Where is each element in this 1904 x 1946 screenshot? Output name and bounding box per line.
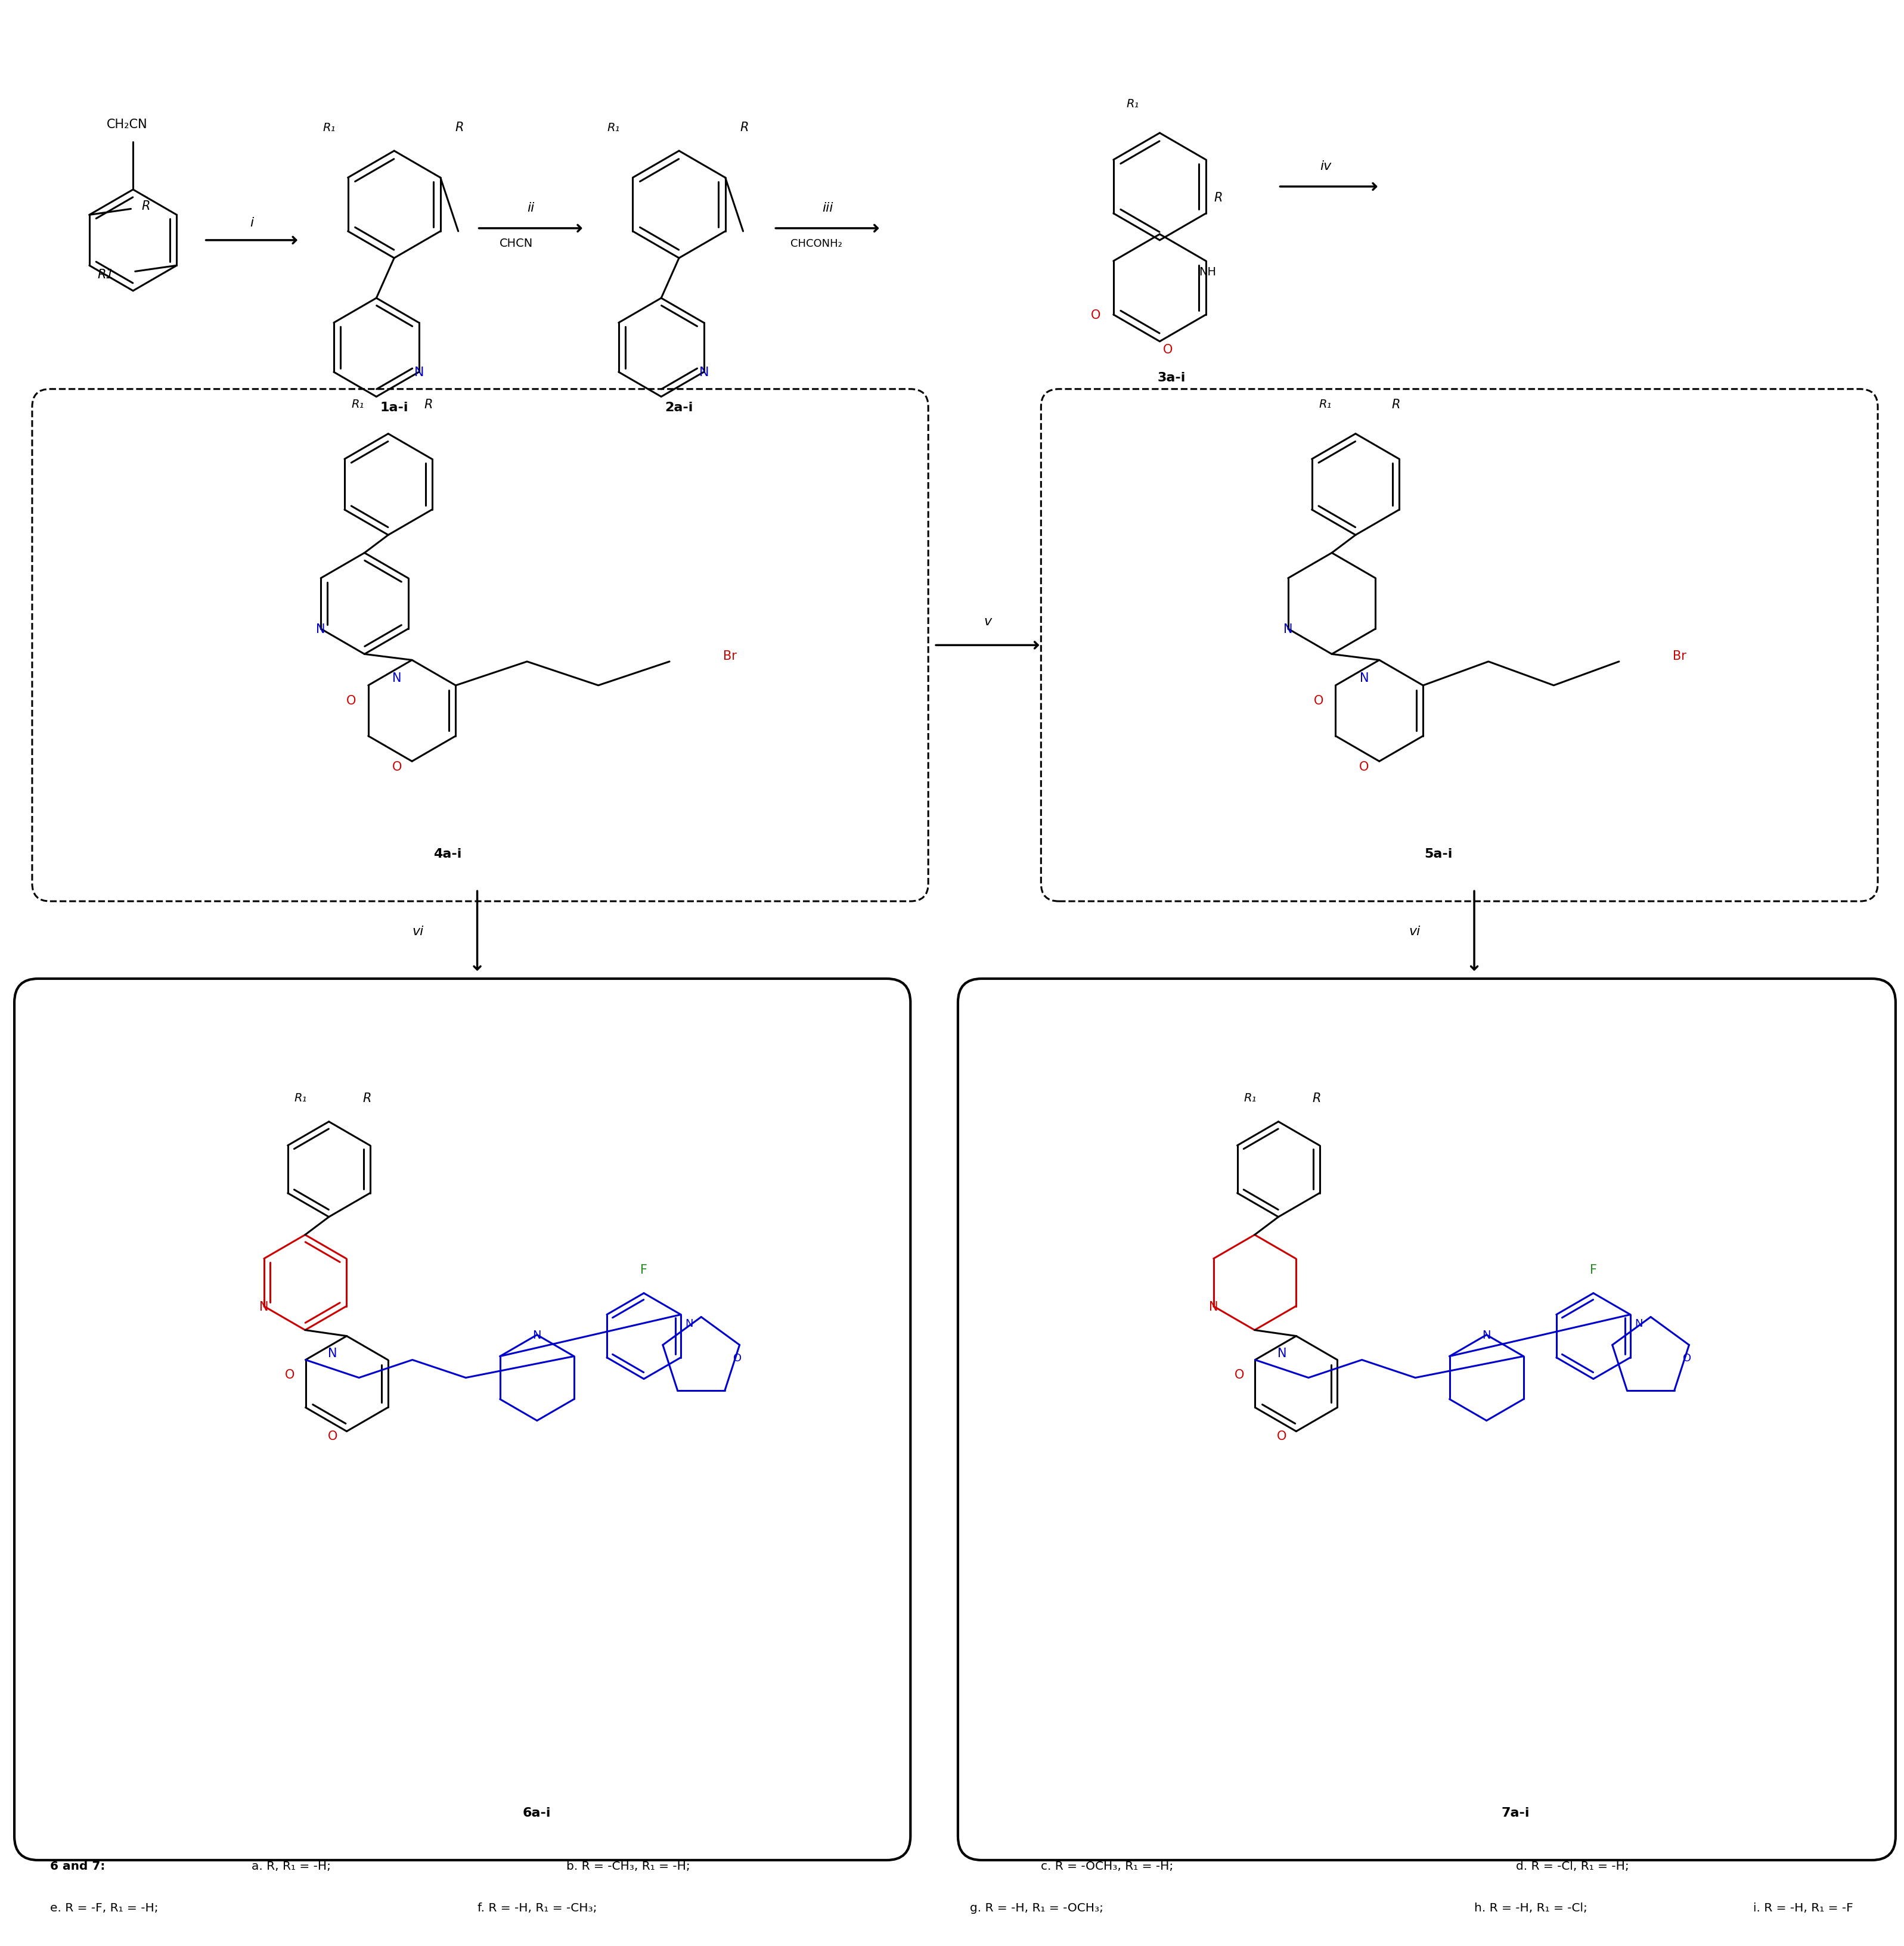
Text: O: O bbox=[392, 761, 402, 773]
Text: h. R = -H, R₁ = -Cl;: h. R = -H, R₁ = -Cl; bbox=[1474, 1901, 1588, 1913]
Text: vi: vi bbox=[1409, 926, 1420, 938]
Text: O: O bbox=[286, 1368, 295, 1380]
Text: d. R = -Cl, R₁ = -H;: d. R = -Cl, R₁ = -H; bbox=[1516, 1860, 1630, 1872]
Text: vi: vi bbox=[411, 926, 423, 938]
Text: N: N bbox=[1481, 1329, 1491, 1341]
Text: N: N bbox=[259, 1300, 268, 1312]
Text: c. R = -OCH₃, R₁ = -H;: c. R = -OCH₃, R₁ = -H; bbox=[1041, 1860, 1173, 1872]
Text: O: O bbox=[1314, 695, 1323, 706]
Text: R₁: R₁ bbox=[1127, 97, 1139, 109]
Text: NH: NH bbox=[1200, 267, 1217, 278]
Text: R₁: R₁ bbox=[1319, 399, 1331, 411]
Text: N: N bbox=[685, 1317, 693, 1329]
Text: R1: R1 bbox=[97, 269, 114, 280]
Text: 2a-i: 2a-i bbox=[664, 401, 693, 413]
Text: N: N bbox=[699, 366, 708, 378]
Text: CHCN: CHCN bbox=[499, 237, 533, 249]
Text: R₁: R₁ bbox=[1243, 1092, 1257, 1103]
Text: R: R bbox=[141, 200, 150, 212]
Text: 6 and 7:: 6 and 7: bbox=[50, 1860, 105, 1872]
Text: N: N bbox=[316, 623, 326, 634]
Text: i. R = -H, R₁ = -F: i. R = -H, R₁ = -F bbox=[1754, 1901, 1853, 1913]
Text: R₁: R₁ bbox=[322, 123, 335, 132]
Text: N: N bbox=[1209, 1300, 1219, 1312]
Text: CH₂CN: CH₂CN bbox=[107, 119, 149, 130]
Text: N: N bbox=[1359, 671, 1369, 685]
Text: 4a-i: 4a-i bbox=[434, 848, 461, 860]
Text: O: O bbox=[733, 1352, 743, 1362]
Text: N: N bbox=[1278, 1347, 1287, 1358]
Text: R: R bbox=[1392, 399, 1399, 411]
Text: N: N bbox=[327, 1347, 337, 1358]
Text: O: O bbox=[1359, 761, 1369, 773]
Text: R₁: R₁ bbox=[293, 1092, 307, 1103]
Text: O: O bbox=[1683, 1352, 1691, 1362]
Text: CHCONH₂: CHCONH₂ bbox=[790, 237, 842, 249]
Text: R₁: R₁ bbox=[352, 399, 364, 411]
Text: O: O bbox=[327, 1430, 337, 1442]
Text: O: O bbox=[347, 695, 356, 706]
Text: a. R, R₁ = -H;: a. R, R₁ = -H; bbox=[251, 1860, 331, 1872]
Text: b. R = -CH₃, R₁ = -H;: b. R = -CH₃, R₁ = -H; bbox=[565, 1860, 689, 1872]
Text: R: R bbox=[362, 1092, 371, 1103]
Text: i: i bbox=[249, 216, 253, 230]
Text: R₁: R₁ bbox=[607, 123, 621, 132]
Text: 1a-i: 1a-i bbox=[381, 401, 407, 413]
Text: O: O bbox=[1234, 1368, 1243, 1380]
Text: v: v bbox=[984, 615, 992, 629]
Text: Br: Br bbox=[1672, 650, 1687, 662]
Text: F: F bbox=[640, 1263, 647, 1275]
Text: R: R bbox=[425, 399, 432, 411]
Text: N: N bbox=[1283, 623, 1293, 634]
Text: 6a-i: 6a-i bbox=[522, 1806, 550, 1818]
Text: Br: Br bbox=[724, 650, 737, 662]
Text: N: N bbox=[533, 1329, 541, 1341]
Text: iii: iii bbox=[823, 202, 832, 214]
Text: 3a-i: 3a-i bbox=[1158, 372, 1186, 383]
Text: O: O bbox=[1163, 344, 1173, 356]
Text: e. R = -F, R₁ = -H;: e. R = -F, R₁ = -H; bbox=[50, 1901, 158, 1913]
Text: R: R bbox=[1215, 193, 1222, 204]
Text: R: R bbox=[741, 121, 748, 134]
Text: R: R bbox=[455, 121, 465, 134]
Text: 5a-i: 5a-i bbox=[1424, 848, 1453, 860]
Text: f. R = -H, R₁ = -CH₃;: f. R = -H, R₁ = -CH₃; bbox=[478, 1901, 596, 1913]
Text: O: O bbox=[1091, 309, 1101, 321]
Text: iv: iv bbox=[1319, 160, 1331, 171]
Text: N: N bbox=[392, 671, 402, 685]
Text: R: R bbox=[1312, 1092, 1321, 1103]
Text: F: F bbox=[1590, 1263, 1597, 1275]
Text: ii: ii bbox=[527, 202, 535, 214]
Text: O: O bbox=[1278, 1430, 1287, 1442]
Text: 7a-i: 7a-i bbox=[1502, 1806, 1531, 1818]
Text: N: N bbox=[415, 366, 425, 378]
Text: g. R = -H, R₁ = -OCH₃;: g. R = -H, R₁ = -OCH₃; bbox=[969, 1901, 1102, 1913]
Text: N: N bbox=[1634, 1317, 1643, 1329]
